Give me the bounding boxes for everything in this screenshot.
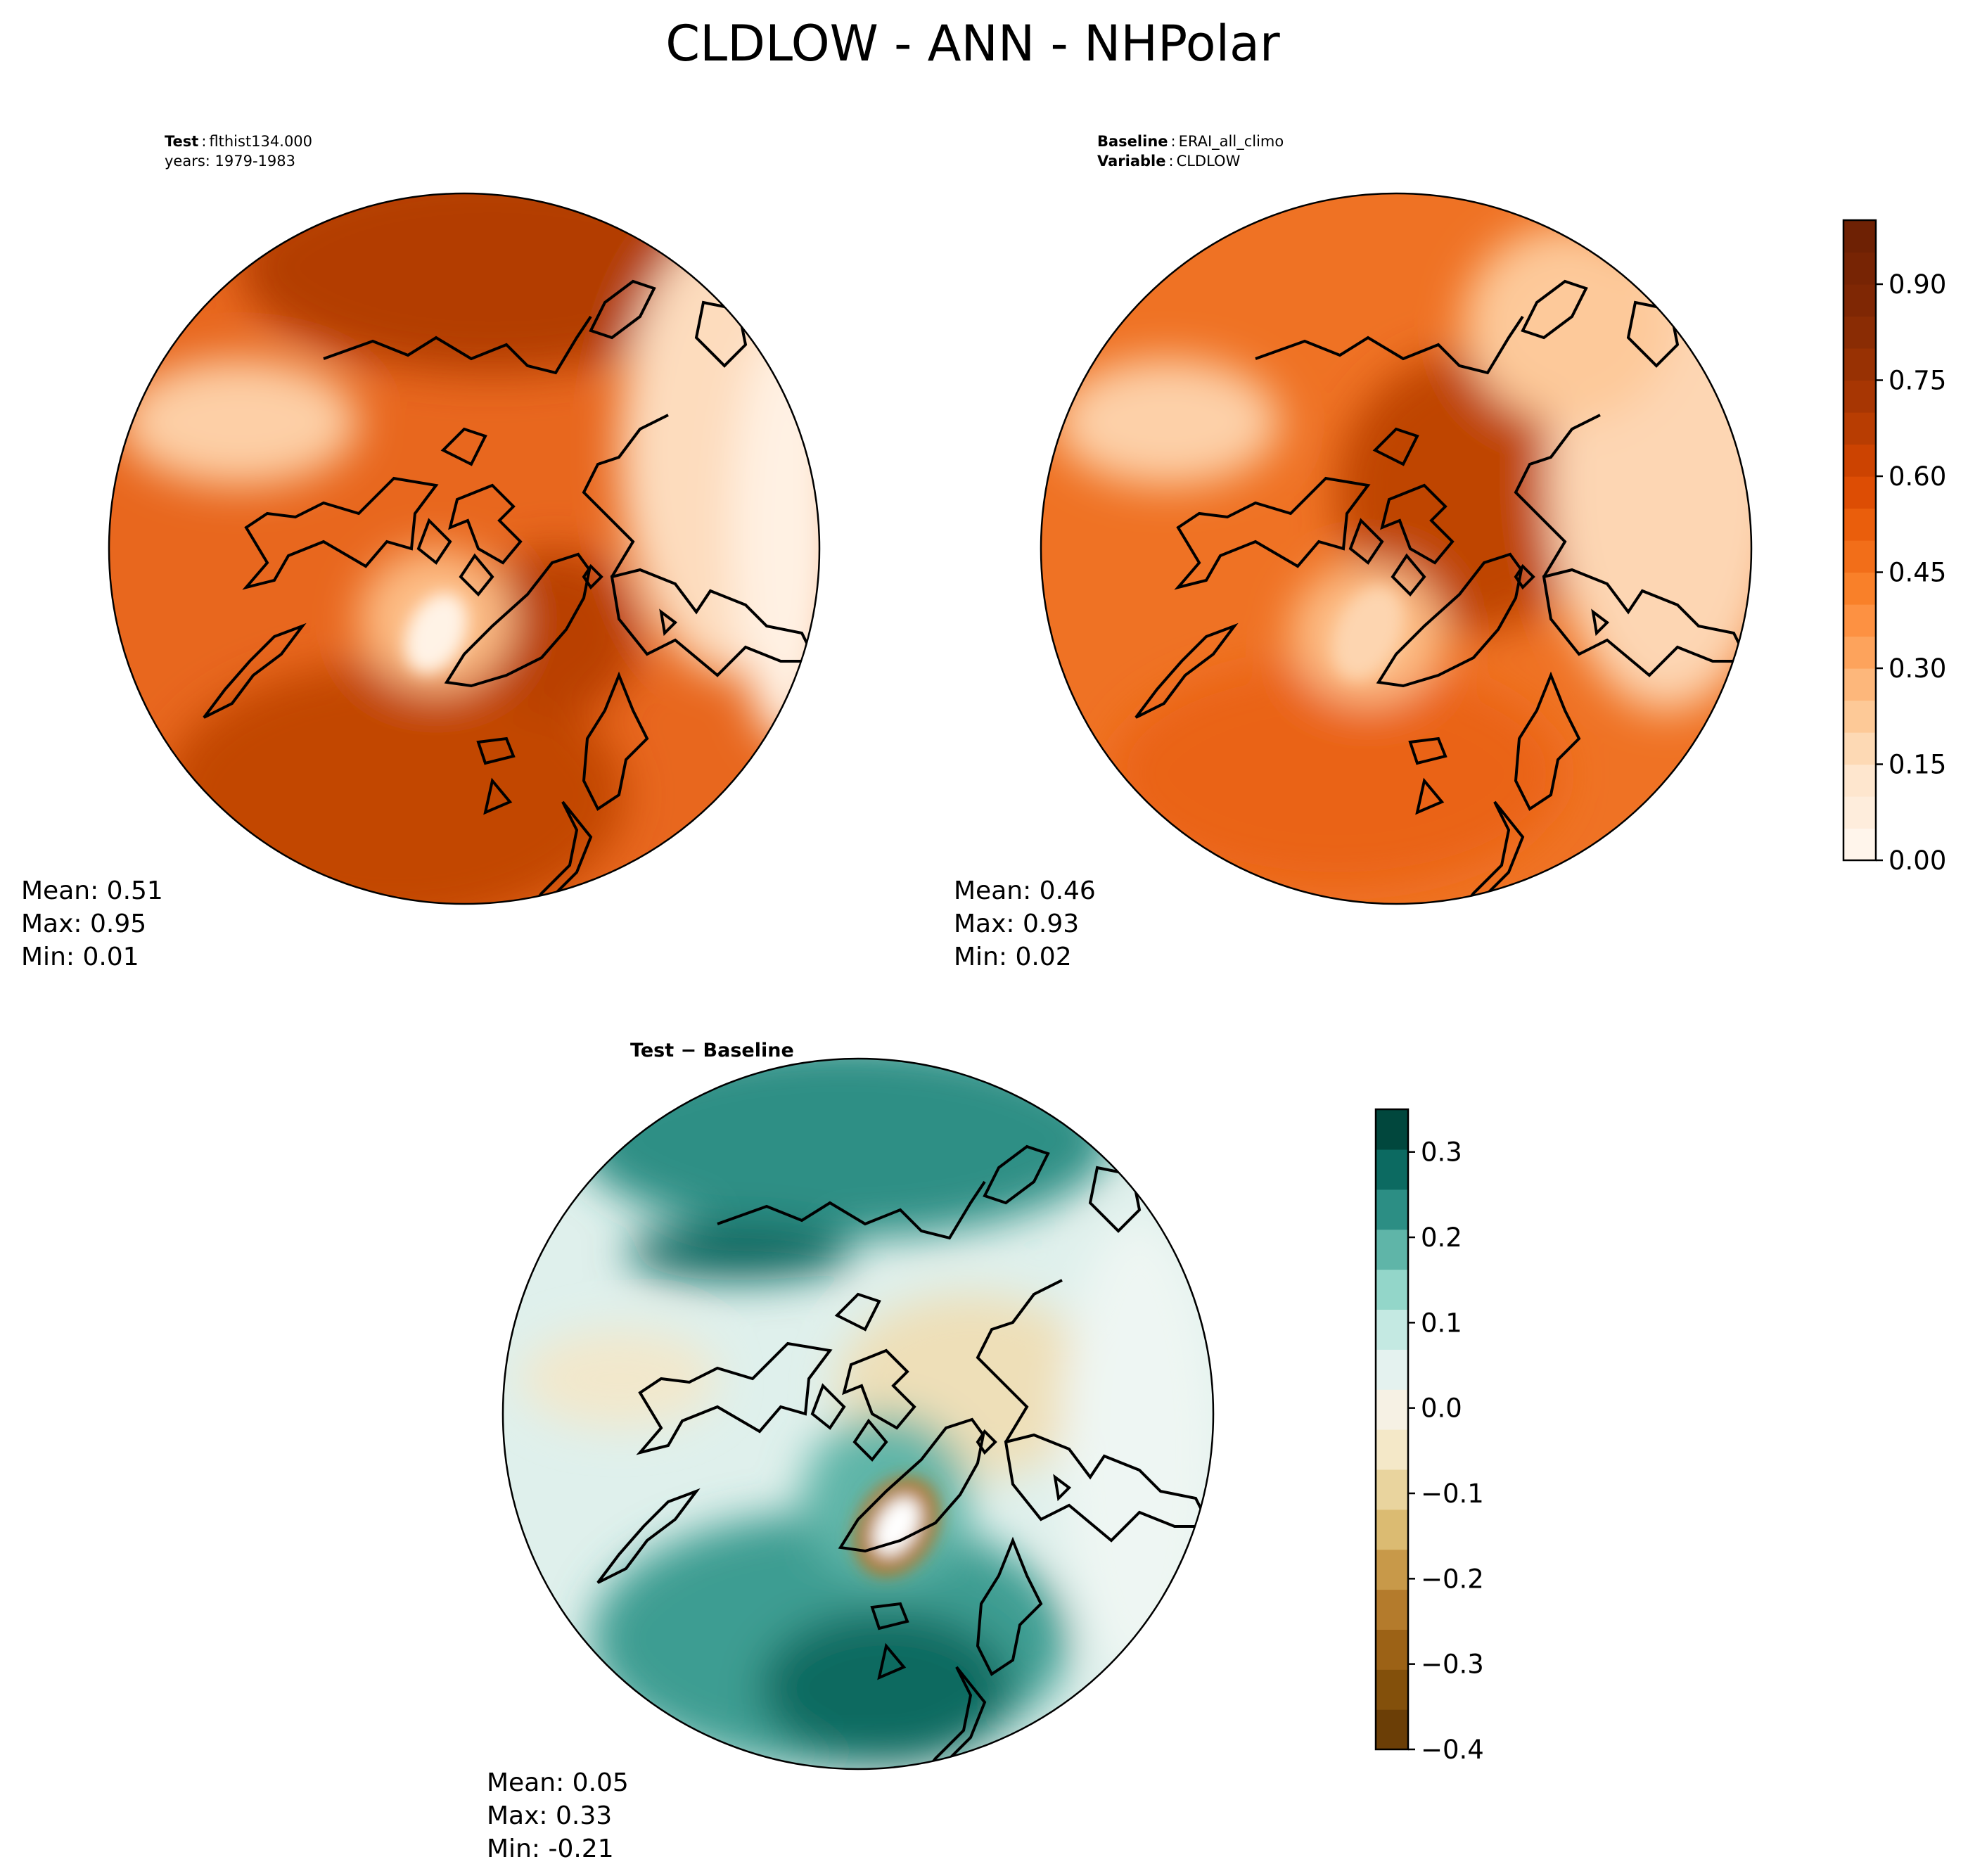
colorbar-segment	[1376, 1669, 1408, 1710]
field-zone-pacific-core	[760, 1611, 1013, 1766]
colorbar-tick-label: 0.15	[1888, 750, 1946, 780]
field-zone-greenland-interior	[873, 1497, 921, 1556]
colorbar-tick-label: 0.0	[1421, 1393, 1462, 1424]
field-zone-north-america	[120, 359, 359, 485]
panel-baseline: Baseline: ERAI_all_climo Variable: CLDLOW …	[954, 133, 1753, 971]
panel-diff: Test − Baseline Mean: 0.05 Max:	[487, 1040, 1215, 1863]
polar-map-baseline	[1041, 193, 1751, 904]
colorbar-segment	[1843, 476, 1876, 509]
baseline-max: Max: 0.93	[954, 910, 1079, 938]
colorbar-segment	[1843, 540, 1876, 573]
polar-map-diff	[503, 1059, 1213, 1769]
colorbar-tick-label: −0.3	[1421, 1650, 1484, 1680]
colorbar-segment	[1843, 412, 1876, 445]
colorbar-diff: −0.4 −0.3 −0.2 −0.1 0.0 0.1 0.2 0.3	[1374, 1108, 1484, 1765]
colorbar-tick-label: 0.90	[1888, 269, 1946, 300]
field-zone-pacific-north	[1111, 661, 1561, 886]
colorbar-segment	[1376, 1349, 1408, 1390]
colorbar-segment	[1843, 284, 1876, 317]
colorbar-segment	[1376, 1629, 1408, 1670]
colorbar-segment	[1376, 1229, 1408, 1270]
colorbar-segment	[1376, 1509, 1408, 1550]
baseline-stats: Mean: 0.46 Max: 0.93 Min: 0.02	[954, 876, 1096, 971]
colorbar-segment	[1843, 636, 1876, 669]
colorbar-segment	[1376, 1709, 1408, 1750]
colorbar-top: 0.00 0.15 0.30 0.45 0.60 0.75 0.90	[1842, 219, 1946, 876]
colorbar-frame	[1374, 1108, 1410, 1751]
colorbar-segment	[1843, 220, 1876, 253]
colorbar-segment	[1376, 1589, 1408, 1630]
colorbar-tick-label: −0.2	[1421, 1564, 1484, 1594]
colorbar-tick-label: 0.45	[1888, 558, 1946, 588]
baseline-label: Baseline: ERAI_all_climo	[1097, 133, 1284, 151]
colorbar-segment	[1376, 1149, 1408, 1190]
colorbar-segment	[1376, 1469, 1408, 1510]
colorbar-segment	[1843, 764, 1876, 797]
colorbar-segment	[1843, 348, 1876, 381]
colorbar-segment	[1843, 316, 1876, 349]
colorbar-segment	[1843, 732, 1876, 765]
field-zone-greenland-interior	[404, 593, 468, 673]
field-zone-atlantic-northeast	[577, 1059, 1111, 1238]
colorbar-tick-label: −0.1	[1421, 1479, 1484, 1509]
baseline-mean: Mean: 0.46	[954, 876, 1096, 905]
diff-stats: Mean: 0.05 Max: 0.33 Min: -0.21	[487, 1768, 629, 1863]
map-boundary-diff	[501, 1057, 1215, 1770]
colorbar-segment	[1843, 796, 1876, 829]
colorbar-frame	[1842, 219, 1877, 862]
map-boundary-baseline	[1040, 192, 1753, 905]
page-title: CLDLOW - ANN - NHPolar	[665, 15, 1280, 72]
colorbar-segment	[1843, 252, 1876, 285]
colorbar-segment	[1843, 508, 1876, 541]
panel-test: Test: flthist134.000 years: 1979-1983 Mea…	[21, 133, 821, 971]
colorbar-segment	[1376, 1429, 1408, 1470]
colorbar-tick-label: 0.60	[1888, 461, 1946, 492]
baseline-variable: Variable: CLDLOW	[1097, 153, 1241, 170]
colorbar-segment	[1376, 1189, 1408, 1230]
colorbar-segment	[1843, 380, 1876, 413]
diff-max: Max: 0.33	[487, 1801, 612, 1830]
colorbar-segment	[1376, 1389, 1408, 1430]
colorbar-segment	[1376, 1109, 1408, 1150]
diff-min: Min: -0.21	[487, 1834, 614, 1863]
colorbar-segment	[1843, 604, 1876, 637]
test-years: years: 1979-1983	[165, 153, 295, 170]
field-zone-north-america	[520, 1329, 717, 1428]
colorbar-segment	[1376, 1309, 1408, 1350]
field-zone-siberia	[1062, 1217, 1213, 1681]
colorbar-segment	[1843, 700, 1876, 733]
test-stats: Mean: 0.51 Max: 0.95 Min: 0.01	[21, 876, 163, 971]
map-boundary-test	[108, 192, 821, 905]
colorbar-tick-label: 0.1	[1421, 1308, 1462, 1338]
colorbar-tick-label: 0.2	[1421, 1223, 1462, 1253]
diff-mean: Mean: 0.05	[487, 1768, 629, 1797]
colorbar-segment	[1376, 1269, 1408, 1310]
colorbar-tick-label: −0.4	[1421, 1735, 1484, 1765]
colorbar-segment	[1843, 828, 1876, 861]
test-min: Min: 0.01	[21, 943, 139, 971]
test-label: Test: flthist134.000	[165, 133, 312, 150]
colorbar-segment	[1376, 1549, 1408, 1590]
field-zone-greenland-interior	[1332, 586, 1404, 680]
colorbar-tick-label: 0.30	[1888, 653, 1946, 684]
field-zone-asia-east	[1463, 225, 1674, 422]
polar-map-test	[109, 193, 819, 904]
colorbar-segment	[1843, 572, 1876, 605]
field-zone-norwegian-sea	[471, 549, 640, 717]
test-max: Max: 0.95	[21, 910, 146, 938]
field-zone-norway-coast	[626, 1224, 851, 1280]
field-zone-siberia-edge	[731, 324, 819, 746]
colorbar-segment	[1843, 668, 1876, 701]
test-mean: Mean: 0.51	[21, 876, 163, 905]
diff-title: Test − Baseline	[630, 1040, 794, 1061]
baseline-min: Min: 0.02	[954, 943, 1072, 971]
colorbar-tick-label: 0.75	[1888, 366, 1946, 396]
colorbar-tick-label: 0.00	[1888, 846, 1946, 876]
colorbar-tick-label: 0.3	[1421, 1137, 1462, 1168]
colorbar-segment	[1843, 444, 1876, 477]
field-zone-north-america	[1055, 359, 1280, 485]
